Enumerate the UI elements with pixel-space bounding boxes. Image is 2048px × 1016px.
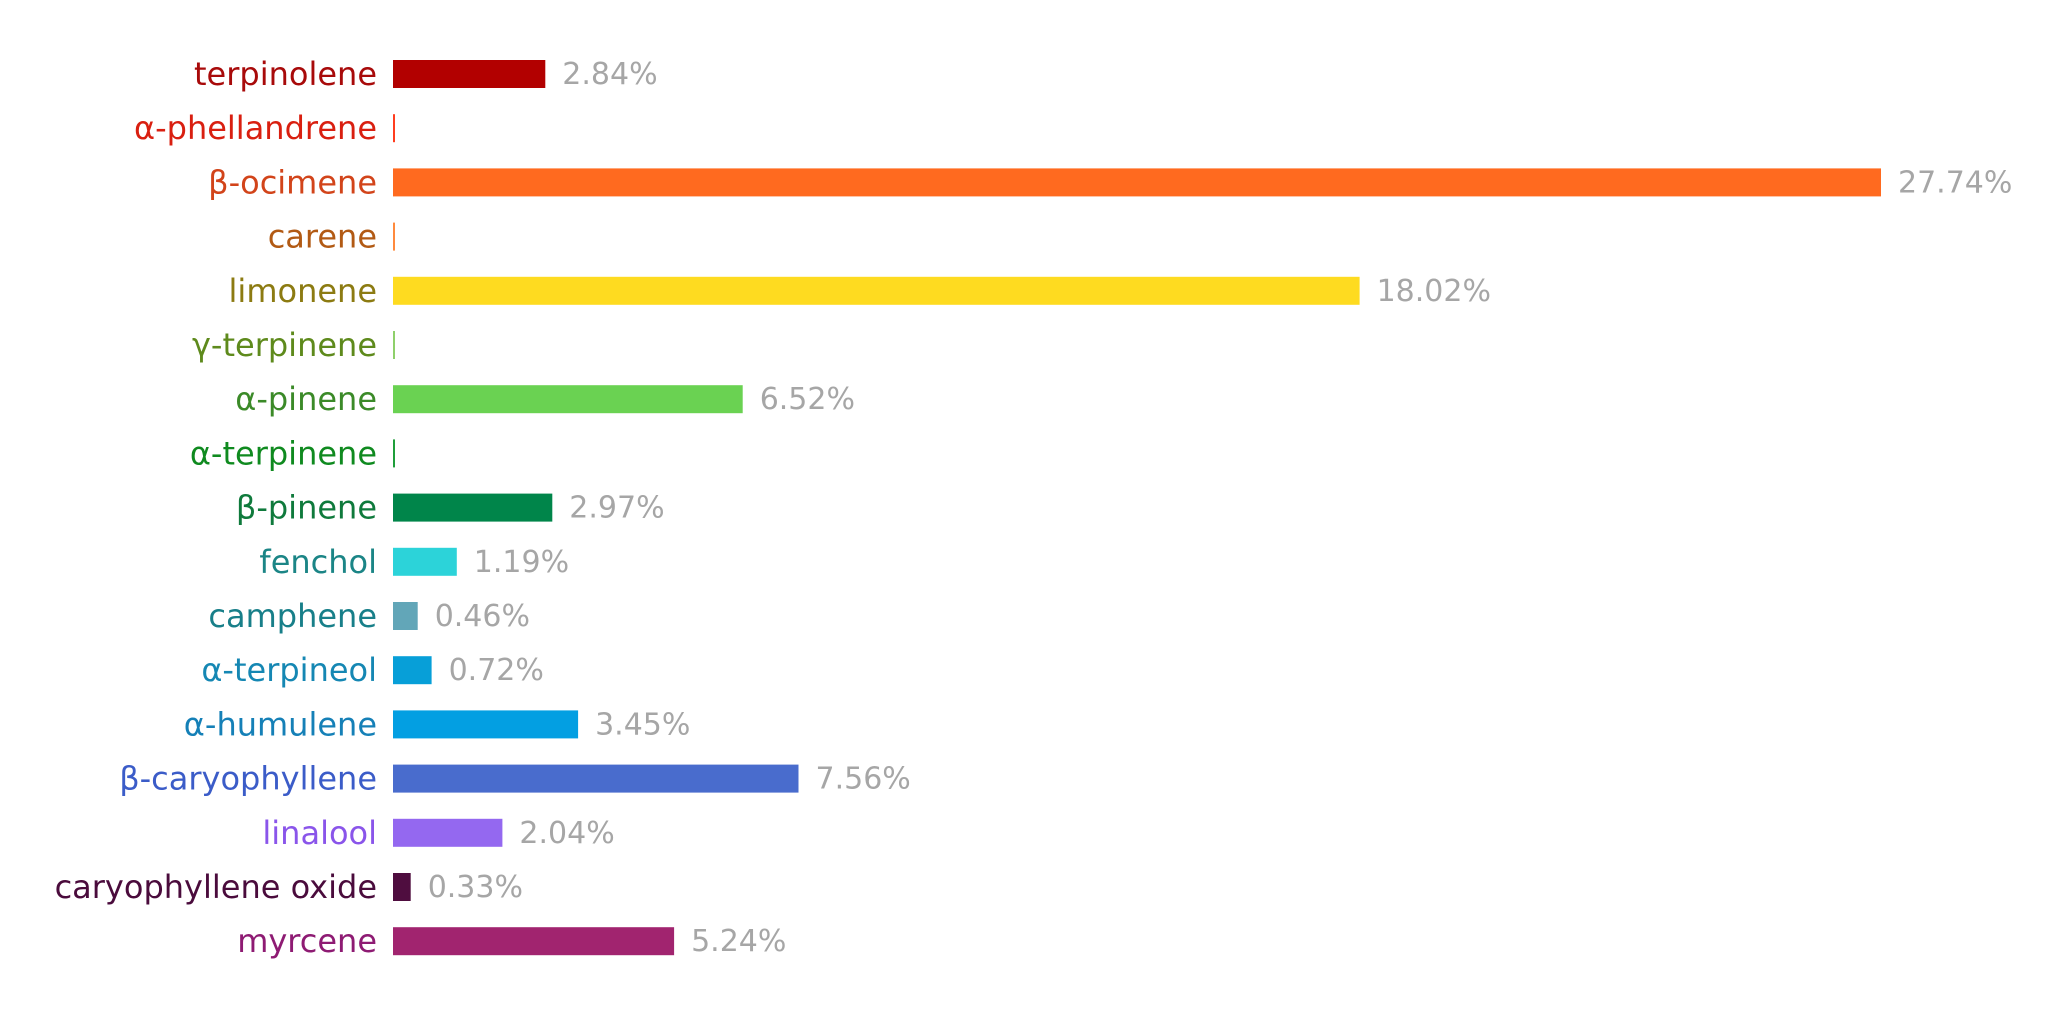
value-label-terpineol: 0.72% bbox=[449, 653, 544, 688]
value-label-humulene: 3.45% bbox=[595, 707, 690, 742]
category-label-fenchol: fenchol bbox=[259, 543, 377, 581]
category-label-terpinene: γ-terpinene bbox=[192, 326, 377, 364]
category-label-pinene: α-pinene bbox=[235, 380, 377, 418]
category-label-terpinolene: terpinolene bbox=[194, 55, 377, 93]
category-label-humulene: α-humulene bbox=[184, 705, 377, 743]
value-label-fenchol: 1.19% bbox=[474, 545, 569, 580]
bar-fenchol bbox=[393, 547, 457, 576]
category-label-caryophyllene: β-caryophyllene bbox=[119, 760, 377, 798]
bar-carene bbox=[393, 222, 395, 251]
value-label-pinene: 2.97% bbox=[569, 491, 664, 526]
bar-pinene bbox=[393, 493, 553, 522]
bar-humulene bbox=[393, 710, 579, 739]
bar-linalool bbox=[393, 818, 503, 847]
value-label-myrcene: 5.24% bbox=[691, 924, 786, 959]
category-label-terpineol: α-terpineol bbox=[201, 651, 377, 689]
bar-ocimene bbox=[393, 168, 1881, 197]
category-label-phellandrene: α-phellandrene bbox=[134, 109, 377, 147]
category-label-carene: carene bbox=[268, 218, 377, 256]
bar-myrcene bbox=[393, 927, 675, 956]
value-label-caryophyllene-oxide: 0.33% bbox=[428, 870, 523, 905]
value-label-caryophyllene: 7.56% bbox=[816, 762, 911, 797]
bar-terpinene bbox=[393, 331, 395, 359]
value-label-camphene: 0.46% bbox=[435, 599, 530, 634]
value-label-pinene: 6.52% bbox=[760, 382, 855, 417]
category-label-ocimene: β-ocimene bbox=[208, 163, 377, 201]
value-labels-group: 2.84% 27.74% 18.02% 6.52% 2.97%1.19% 0.46% 0.7… bbox=[428, 57, 2013, 959]
bar-terpinene bbox=[393, 439, 395, 468]
category-label-terpinene: α-terpinene bbox=[190, 434, 377, 472]
category-labels-group: terpinolene α-phellandrene β-ocimene carene… bbox=[55, 55, 377, 960]
bar-terpinolene bbox=[393, 60, 546, 88]
value-label-terpinolene: 2.84% bbox=[562, 57, 657, 92]
bar-caryophyllene bbox=[393, 764, 799, 793]
value-label-linalool: 2.04% bbox=[519, 816, 614, 851]
bars-group bbox=[393, 60, 1881, 956]
bar-phellandrene bbox=[393, 114, 395, 143]
category-label-myrcene: myrcene bbox=[237, 922, 377, 960]
bar-camphene bbox=[393, 602, 418, 630]
category-label-limonene: limonene bbox=[229, 272, 377, 310]
bar-limonene bbox=[393, 276, 1360, 305]
value-label-ocimene: 27.74% bbox=[1898, 165, 2012, 200]
category-label-linalool: linalool bbox=[262, 814, 377, 852]
category-label-caryophyllene-oxide: caryophyllene oxide bbox=[55, 868, 377, 906]
bar-pinene bbox=[393, 385, 743, 414]
category-label-camphene: camphene bbox=[208, 597, 377, 635]
value-label-limonene: 18.02% bbox=[1377, 274, 1491, 309]
category-label-pinene: β-pinene bbox=[236, 489, 377, 527]
bar-caryophyllene-oxide bbox=[393, 873, 411, 901]
bar-terpineol bbox=[393, 656, 432, 685]
